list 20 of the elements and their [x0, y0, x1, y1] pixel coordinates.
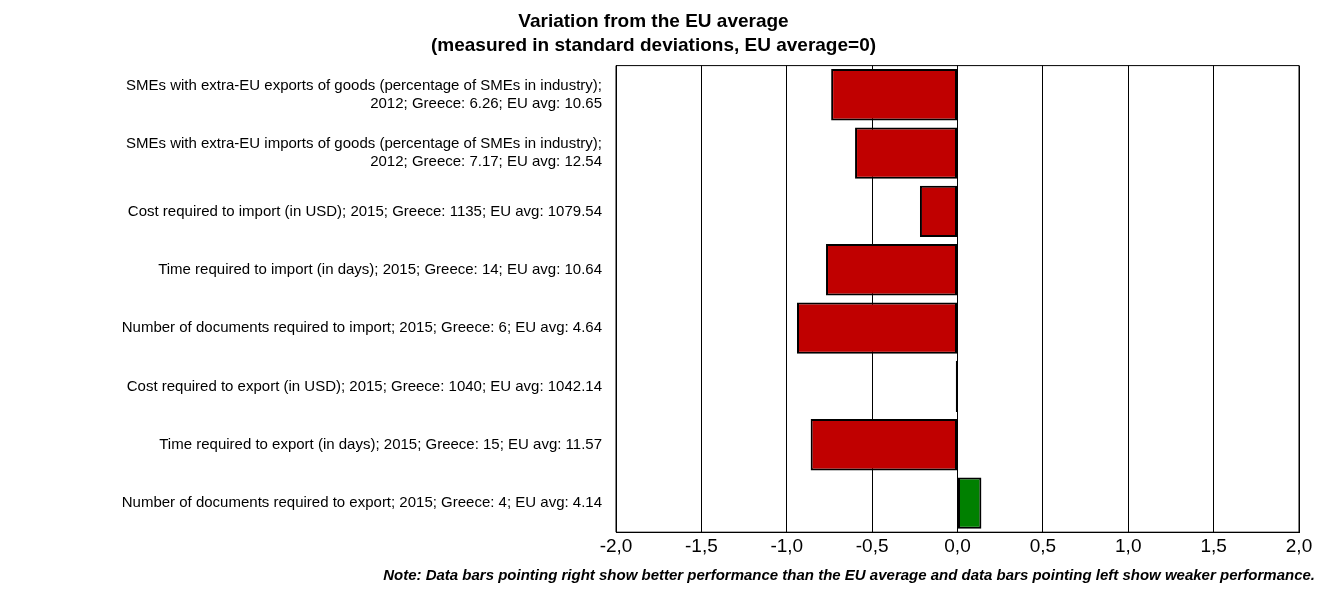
x-tick-label: 0,5 [1029, 534, 1057, 556]
chart-title: Variation from the EU average [518, 9, 789, 31]
y-tick-label: Cost required to import (in USD); 2015; Greece: 1135; EU avg: 1079.54 [127, 201, 602, 219]
text: Note: Data bars pointing right show better performance than the EU average and data bars pointing left show weaker performance. [383, 565, 1315, 583]
y-tick-label: Time required to import (in days); 2015; Greece: 14; EU avg: 10.64 [158, 259, 602, 277]
x-tick-label: -0,5 [855, 534, 889, 556]
x-tick-label: -1,5 [685, 534, 718, 556]
x-tick-label: 2,0 [1285, 534, 1313, 556]
y-tick-label: Number of documents required to export; 2015; Greece: 4; EU avg: 4.14 [121, 493, 602, 511]
x-tick-label: -2,0 [599, 534, 633, 556]
x-tick-label: 1,0 [1115, 534, 1142, 556]
y-tick-label: Time required to export (in days); 2015; Greece: 15; EU avg: 11.57 [159, 434, 602, 452]
x-tick-label: -1,0 [770, 534, 804, 556]
chart-subtitle: (measured in standard deviations, EU average=0) [430, 34, 877, 56]
x-tick-label: 0,0 [944, 534, 971, 556]
y-tick-label: SMEs with extra-EU exports of goods (percentage of SMEs in industry); 2012; Greece: 6.26; EU avg: 10.65 [125, 75, 602, 111]
y-tick-label: Cost required to export (in USD); 2015; Greece: 1040; EU avg: 1042.14 [126, 376, 602, 394]
y-tick-label: SMEs with extra-EU imports of goods (percentage of SMEs in industry); 2012; Greece: 7.17; EU avg: 12.54 [125, 134, 602, 170]
y-tick-label: Number of documents required to import; 2015; Greece: 6; EU avg: 4.64 [121, 318, 602, 336]
x-tick-label: 1,5 [1200, 534, 1227, 556]
